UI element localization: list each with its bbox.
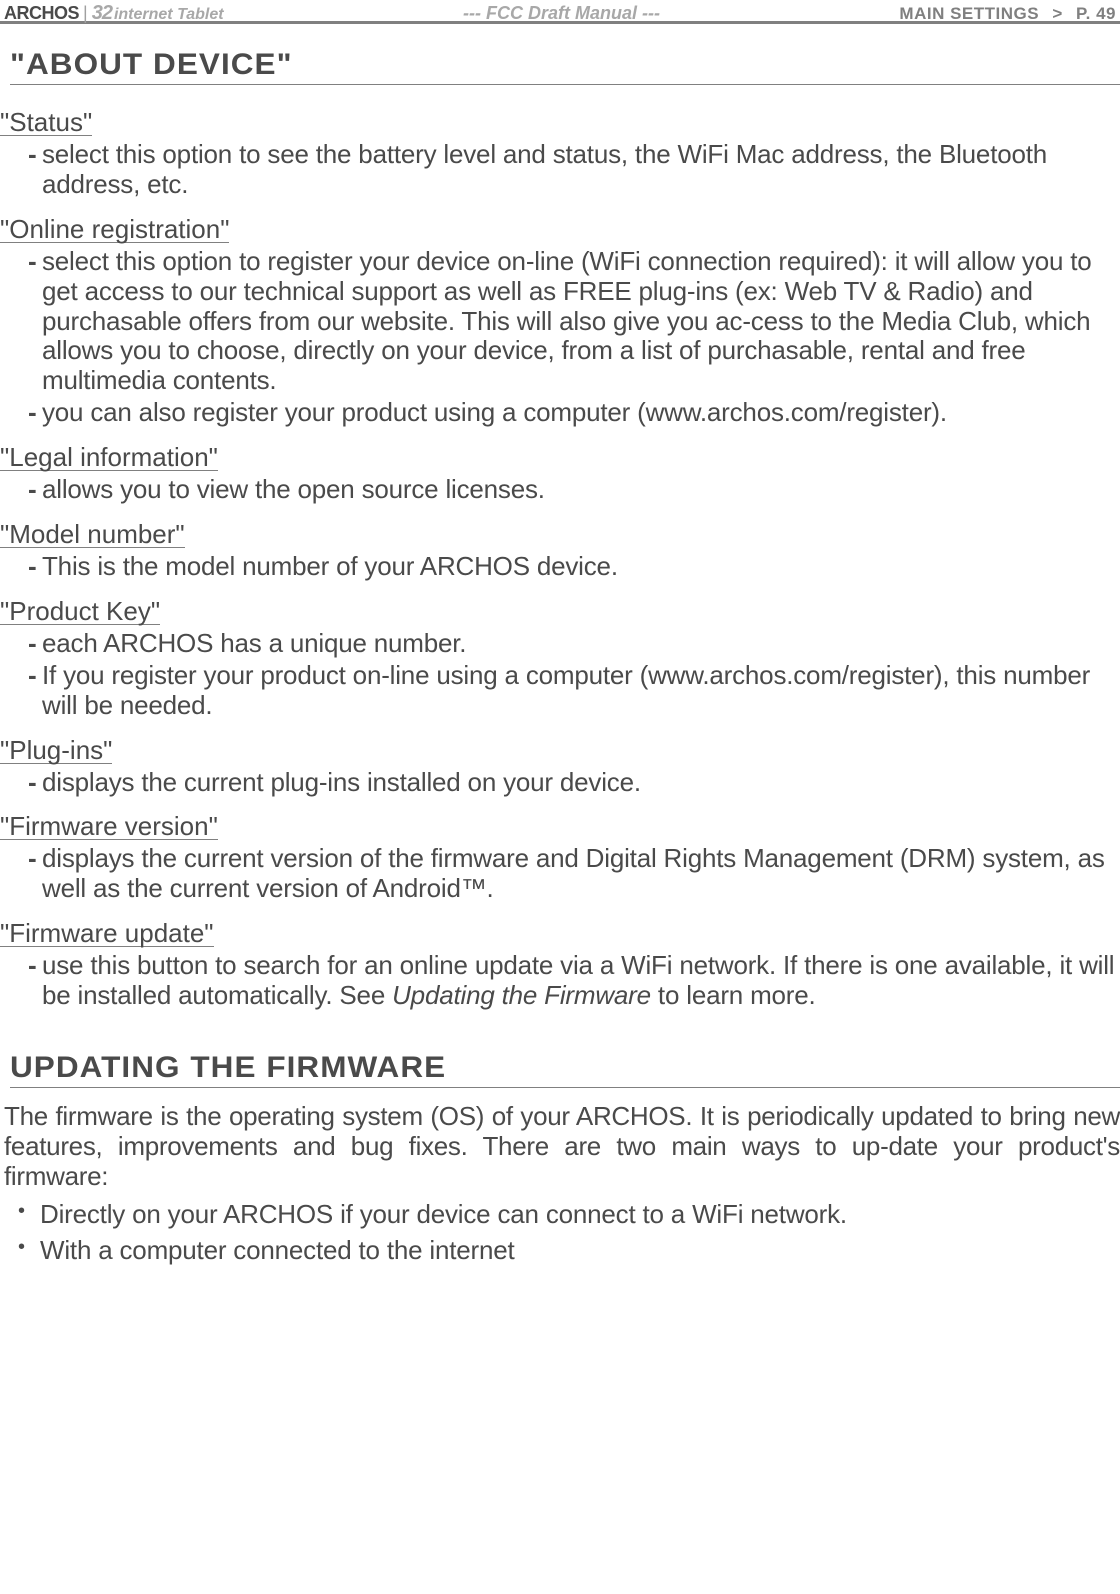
setting-item-heading: "Product Key" [0, 598, 160, 625]
setting-item: "Plug-ins" displays the current plug-ins … [0, 723, 1120, 798]
setting-item-bullets: This is the model number of your ARCHOS … [28, 552, 1116, 582]
setting-item-bullet: displays the current version of the firm… [28, 844, 1116, 904]
setting-item-heading: "Online registration" [0, 216, 229, 243]
setting-item-heading: "Plug-ins" [0, 737, 112, 764]
setting-item-heading: "Firmware version" [0, 813, 218, 840]
brand-logo-text: ARCHOS [4, 3, 79, 24]
setting-item-heading: "Legal information" [0, 444, 218, 471]
setting-item-bullet: select this option to see the battery le… [28, 140, 1116, 200]
brand-model-text: internet Tablet [114, 6, 224, 24]
setting-item: "Firmware version" displays the current v… [0, 799, 1120, 904]
breadcrumb-separator: > [1044, 4, 1070, 24]
breadcrumb-section: MAIN SETTINGS [899, 4, 1039, 23]
manual-page: ARCHOS | 32 internet Tablet --- FCC Draf… [0, 0, 1120, 1267]
header-breadcrumb: MAIN SETTINGS > P. 49 [899, 4, 1116, 24]
setting-item-bullets: displays the current plug-ins installed … [28, 768, 1116, 798]
setting-item-heading: "Firmware update" [0, 920, 214, 947]
setting-item-bullet: displays the current plug-ins installed … [28, 768, 1116, 798]
setting-item-bullets: each ARCHOS has a unique number.If you r… [28, 629, 1116, 721]
setting-item: "Product Key" each ARCHOS has a unique nu… [0, 584, 1120, 721]
section-title-about-device: "ABOUT DEVICE" [10, 48, 1120, 85]
setting-item-bullets: allows you to view the open source licen… [28, 475, 1116, 505]
setting-item-bullet: you can also register your product using… [28, 398, 1116, 428]
about-device-body: "Status" select this option to see the ba… [0, 95, 1120, 1011]
setting-item: "Firmware update" use this button to sear… [0, 906, 1120, 1011]
setting-item-heading: "Status" [0, 109, 92, 136]
setting-item-bullet: use this button to search for an online … [28, 951, 1116, 1011]
setting-item-heading: "Model number" [0, 521, 185, 548]
setting-item-bullets: select this option to register your devi… [28, 247, 1116, 428]
update-method-item: With a computer connected to the interne… [18, 1234, 1116, 1268]
setting-item-bullet: each ARCHOS has a unique number. [28, 629, 1116, 659]
brand-model-number: 32 [92, 2, 112, 25]
header-draft-label: --- FCC Draft Manual --- [224, 3, 900, 24]
setting-item-bullet: If you register your product on-line usi… [28, 661, 1116, 721]
cross-reference: Updating the Firmware [392, 980, 651, 1010]
brand-separator: | [79, 3, 92, 24]
setting-item-bullets: use this button to search for an online … [28, 951, 1116, 1011]
firmware-intro-paragraph: The firmware is the operating system (OS… [4, 1102, 1120, 1192]
setting-item: "Model number" This is the model number o… [0, 507, 1120, 582]
page-header: ARCHOS | 32 internet Tablet --- FCC Draf… [0, 0, 1120, 24]
setting-item-bullets: displays the current version of the firm… [28, 844, 1116, 904]
setting-item-bullet: This is the model number of your ARCHOS … [28, 552, 1116, 582]
firmware-update-methods-list: Directly on your ARCHOS if your device c… [18, 1198, 1116, 1268]
setting-item: "Online registration" select this option … [0, 202, 1120, 428]
setting-item-bullet: select this option to register your devi… [28, 247, 1116, 396]
setting-item-bullet: allows you to view the open source licen… [28, 475, 1116, 505]
page-number: P. 49 [1076, 4, 1116, 23]
setting-item-bullets: select this option to see the battery le… [28, 140, 1116, 200]
section-title-updating-firmware: UPDATING THE FIRMWARE [10, 1051, 1120, 1088]
setting-item: "Status" select this option to see the ba… [0, 95, 1120, 200]
header-brand-block: ARCHOS | 32 internet Tablet [4, 2, 224, 25]
setting-item: "Legal information" allows you to view th… [0, 430, 1120, 505]
update-method-item: Directly on your ARCHOS if your device c… [18, 1198, 1116, 1232]
